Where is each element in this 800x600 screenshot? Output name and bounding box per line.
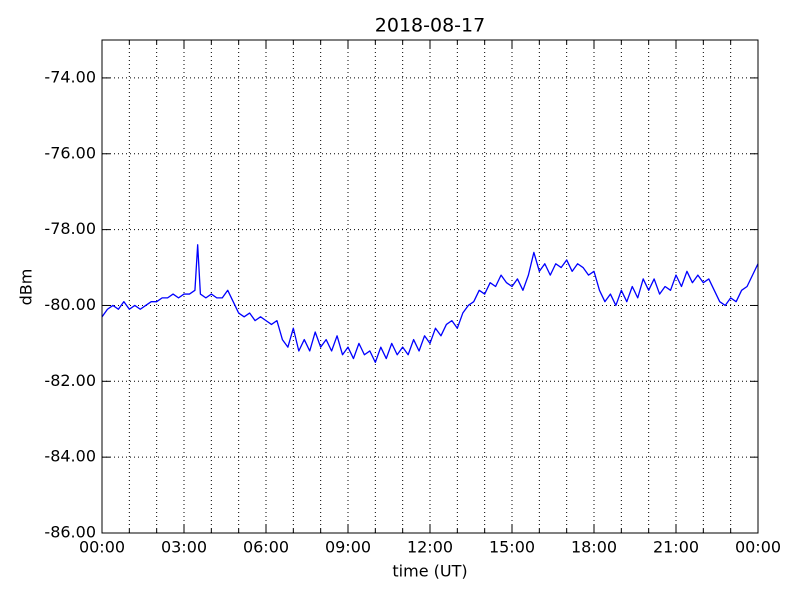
plot-frame bbox=[101, 39, 759, 534]
chart-title: 2018-08-17 bbox=[375, 15, 485, 37]
y-tick-label: -86.00 bbox=[44, 523, 96, 542]
y-tick-label: -82.00 bbox=[44, 371, 96, 390]
x-tick-label: 00:00 bbox=[79, 538, 125, 557]
x-tick-label: 12:00 bbox=[407, 538, 453, 557]
y-tick-label: -74.00 bbox=[44, 67, 96, 86]
data-line bbox=[101, 244, 759, 363]
x-tick-label: 09:00 bbox=[325, 538, 371, 557]
y-tick-label: -80.00 bbox=[44, 295, 96, 314]
y-tick-label: -84.00 bbox=[44, 447, 96, 466]
y-axis-label: dBm bbox=[17, 269, 36, 306]
x-tick-label: 06:00 bbox=[243, 538, 289, 557]
x-axis-label: time (UT) bbox=[392, 562, 467, 581]
x-tick-label: 15:00 bbox=[489, 538, 535, 557]
x-tick-label: 03:00 bbox=[161, 538, 207, 557]
x-tick-label: 21:00 bbox=[653, 538, 699, 557]
y-tick-label: -78.00 bbox=[44, 219, 96, 238]
x-tick-label: 00:00 bbox=[735, 538, 781, 557]
x-tick-label: 18:00 bbox=[571, 538, 617, 557]
y-tick-label: -76.00 bbox=[44, 143, 96, 162]
